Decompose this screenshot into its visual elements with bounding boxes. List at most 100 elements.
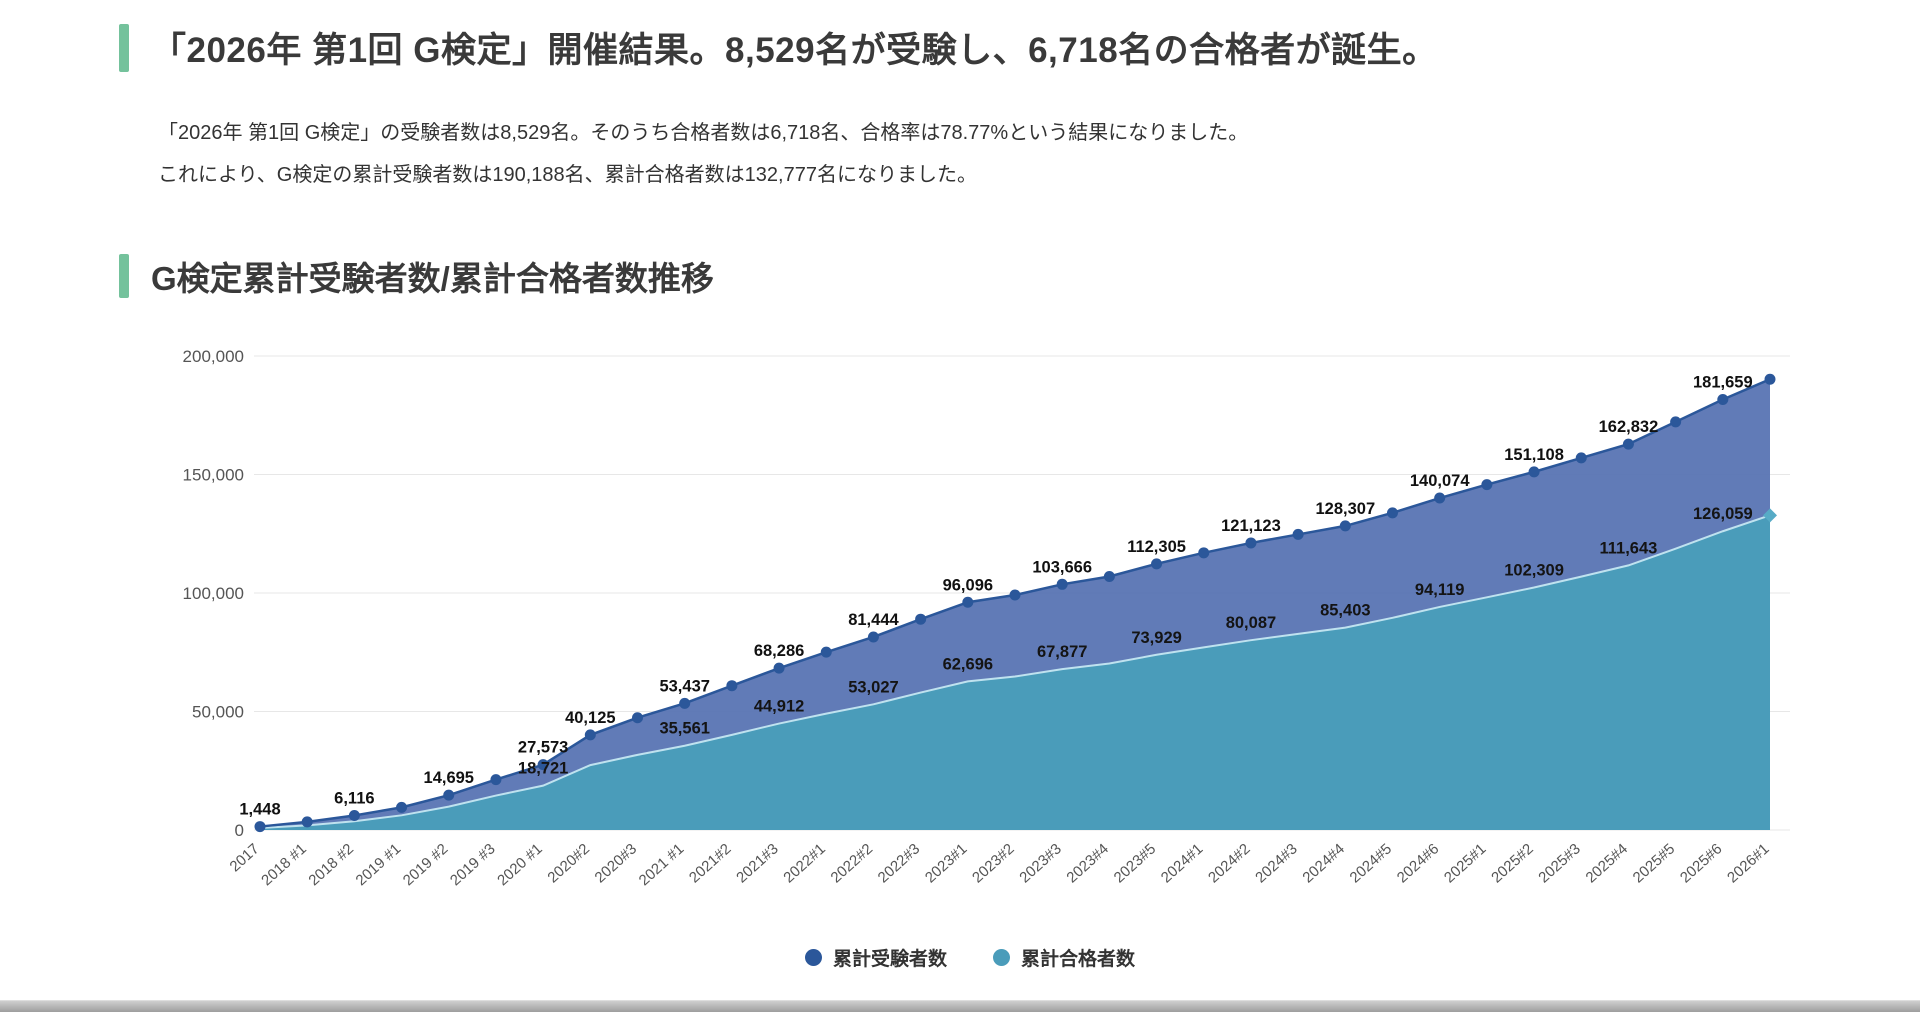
x-tick-label: 2021#2 [686, 840, 735, 886]
x-tick-label: 2024#1 [1158, 840, 1207, 886]
examinees-point [679, 697, 691, 709]
examinees-legend-label: 累計受験者数 [832, 949, 947, 970]
examinees-point [1670, 416, 1682, 428]
examinees-point [962, 596, 974, 608]
chart-section-title: G検定累計受験者数/累計合格者数推移 [151, 260, 714, 297]
passers-legend-marker [993, 949, 1010, 966]
examinees-point [1387, 507, 1398, 519]
heading-accent-bar [119, 23, 129, 72]
y-tick-label: 200,000 [183, 347, 244, 366]
examinees-value-label: 162,832 [1599, 418, 1659, 436]
passers-value-label: 18,721 [518, 760, 568, 778]
legend-item-examinees[interactable]: 累計受験者数 [804, 944, 947, 971]
x-tick-label: 2025#1 [1441, 840, 1490, 886]
x-tick-label: 2020#3 [592, 840, 641, 886]
examinees-value-label: 40,125 [565, 709, 615, 727]
examinees-point [1481, 479, 1493, 491]
examinees-point [443, 789, 455, 801]
passers-value-label: 102,309 [1504, 562, 1564, 580]
passers-value-label: 111,643 [1600, 539, 1658, 557]
examinees-legend-marker [804, 949, 822, 966]
footer-divider [0, 1000, 1920, 1012]
x-tick-label: 2022#3 [875, 840, 924, 886]
x-tick-label: 2023#3 [1016, 840, 1065, 886]
examinees-value-label: 27,573 [518, 739, 568, 757]
examinees-value-label: 128,307 [1315, 500, 1375, 518]
intro-paragraph: 「2026年 第1回 G検定」の受験者数は8,529名。そのうち合格者数は6,7… [158, 112, 1248, 196]
passers-value-label: 35,561 [659, 720, 709, 738]
examinees-point [1717, 393, 1729, 405]
passers-value-label: 62,696 [943, 655, 993, 673]
chart-legend: 累計受験者数 累計合格者数 [120, 944, 1820, 971]
x-tick-label: 2025#5 [1630, 840, 1679, 886]
x-tick-label: 2017 [226, 840, 262, 875]
intro-line-2: これにより、G検定の累計受験者数は190,188名、累計合格者数は132,777… [158, 164, 977, 186]
x-tick-label: 2024#4 [1299, 840, 1348, 886]
passers-value-label: 67,877 [1037, 643, 1087, 661]
x-tick-label: 2019 #3 [447, 840, 499, 889]
passers-area [260, 515, 1770, 830]
examinees-value-label: 14,695 [424, 769, 474, 787]
x-tick-label: 2022#1 [780, 840, 829, 886]
x-tick-label: 2026#1 [1724, 840, 1773, 886]
examinees-value-label: 81,444 [848, 611, 899, 629]
examinees-point [1764, 373, 1776, 385]
cumulative-chart: 0 50,000 100,000 150,000 200,000 2017 2018 #1 2… [120, 330, 1820, 920]
result-heading-block: 「2026年 第1回 G検定」開催結果。8,529名が受験し、6,718名の合格… [119, 22, 1438, 73]
x-tick-label: 2025#3 [1535, 840, 1584, 886]
examinees-point [1151, 558, 1163, 570]
passers-value-label: 126,059 [1693, 505, 1753, 523]
passers-value-label: 44,912 [754, 698, 804, 716]
examinees-point [301, 816, 313, 828]
examinees-point [632, 712, 643, 724]
examinees-value-label: 103,666 [1032, 558, 1092, 576]
examinees-point [1528, 466, 1540, 478]
examinees-point [820, 646, 832, 658]
examinees-point [1009, 589, 1021, 601]
x-tick-label: 2019 #1 [353, 840, 405, 889]
passers-line [259, 514, 1771, 830]
x-tick-label: 2025#4 [1583, 840, 1632, 886]
examinees-point [348, 810, 360, 822]
examinees-point [773, 662, 785, 674]
examinees-point [867, 631, 879, 643]
examinees-value-label: 121,123 [1221, 517, 1281, 535]
examinees-point [726, 680, 738, 692]
examinees-point [1103, 570, 1115, 582]
x-tick-label: 2023#1 [922, 840, 971, 886]
x-tick-label: 2018 #1 [258, 840, 310, 889]
passers-endpoint [1763, 508, 1777, 523]
page-title: 「2026年 第1回 G検定」開催結果。8,529名が受験し、6,718名の合格… [151, 31, 1438, 70]
x-tick-label: 2024#2 [1205, 840, 1254, 886]
x-tick-label: 2023#4 [1063, 840, 1112, 886]
x-tick-label: 2024#3 [1252, 840, 1301, 886]
x-tick-label: 2024#5 [1347, 840, 1396, 886]
x-tick-label: 2023#2 [969, 840, 1018, 886]
x-tick-label: 2022#2 [828, 840, 877, 886]
examinees-value-label: 53,437 [659, 677, 709, 695]
examinees-point [396, 801, 408, 813]
x-tick-label: 2024#6 [1394, 840, 1443, 886]
passers-value-label: 94,119 [1415, 581, 1465, 599]
examinees-value-label: 112,305 [1127, 538, 1186, 556]
x-tick-label: 2021 #1 [636, 840, 688, 889]
examinees-point [1339, 520, 1351, 532]
intro-line-1: 「2026年 第1回 G検定」の受験者数は8,529名。そのうち合格者数は6,7… [158, 122, 1249, 144]
passers-value-label: 80,087 [1226, 614, 1276, 632]
examinees-point [1622, 438, 1634, 450]
examinees-point [584, 729, 596, 741]
examinees-point [1434, 492, 1446, 504]
x-tick-label: 2020 #1 [494, 840, 546, 889]
y-tick-label: 0 [235, 821, 244, 840]
legend-item-passers[interactable]: 累計合格者数 [993, 944, 1135, 971]
chart-section-heading-block: G検定累計受験者数/累計合格者数推移 [119, 252, 714, 300]
x-tick-label: 2018 #2 [305, 840, 357, 889]
x-tick-label: 2021#3 [733, 840, 782, 886]
examinees-value-label: 151,108 [1504, 446, 1564, 464]
x-tick-label: 2025#2 [1488, 840, 1537, 886]
passers-value-label: 85,403 [1320, 602, 1370, 620]
x-tick-label: 2025#6 [1677, 840, 1726, 886]
x-tick-label: 2023#5 [1111, 840, 1160, 886]
heading-accent-bar [119, 254, 129, 298]
